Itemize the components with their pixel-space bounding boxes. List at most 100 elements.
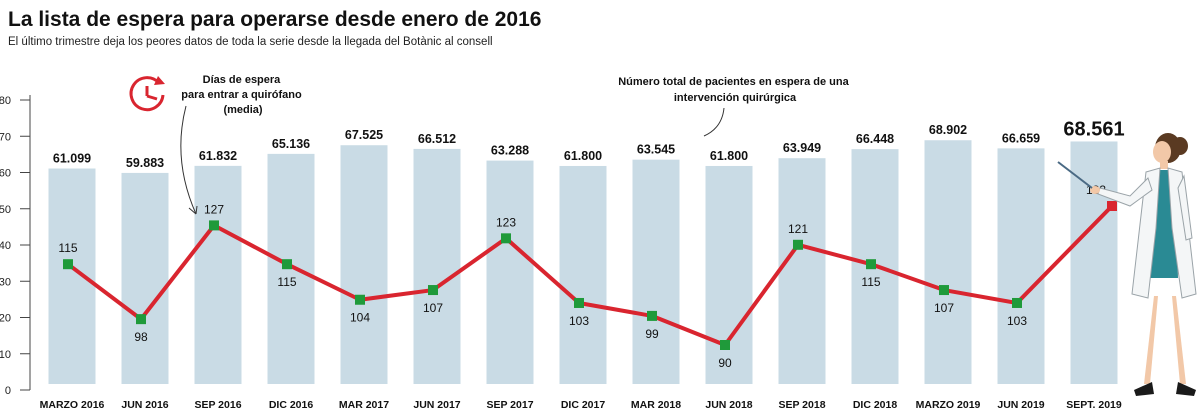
chart-title: La lista de espera para operarse desde e… [8,8,541,31]
x-tick-label: JUN 2017 [413,399,460,411]
days-point [501,233,511,244]
x-tick-label: SEP 2016 [194,399,241,411]
bar-value-label: 61.800 [710,149,748,163]
days-point-labels: 1159812711510410712310399901211151071031… [58,183,1106,370]
days-point [1012,297,1022,308]
days-point [282,259,292,270]
days-point-label: 103 [569,314,589,328]
days-points [63,201,1117,350]
x-tick-label: JUN 2016 [121,399,168,411]
days-point [793,239,803,250]
x-tick-label: DIC 2018 [853,399,898,411]
days-annotation-arrowhead [188,205,198,215]
bar-value-label: 66.659 [1002,131,1040,145]
days-point-label: 123 [496,215,516,229]
y-tick-label: 50 [0,204,11,216]
bar-value-label: 65.136 [272,137,310,151]
days-annotation-line-2: para entrar a quirófano [181,89,302,101]
total-annotation-line-2: intervención quirúrgica [674,92,797,104]
bar-value-label: 68.561 [1063,118,1124,140]
bar [632,159,680,384]
x-tick-label: MARZO 2019 [916,399,981,411]
days-point-label: 127 [204,202,224,216]
chart-subtitle: El último trimestre deja los peores dato… [8,36,493,48]
bar [121,172,169,384]
total-annotation-line-1: Número total de pacientes en espera de u… [618,76,849,88]
x-tick-label: DIC 2016 [269,399,314,411]
x-tick-label: DIC 2017 [561,399,606,411]
days-point [209,220,219,231]
clock-icon [129,76,165,112]
y-tick-label: 10 [0,349,11,361]
days-point-label: 98 [134,330,148,344]
y-tick-label: 30 [0,276,11,288]
x-tick-label: SEPT. 2019 [1066,399,1122,411]
x-tick-label: SEP 2017 [486,399,533,411]
days-point [428,285,438,296]
days-point-label: 99 [645,327,659,341]
days-point [866,259,876,270]
x-tick-label: SEP 2018 [778,399,825,411]
bar [486,160,534,384]
bar-value-label: 66.448 [856,132,894,146]
y-tick-label: 60 [0,168,11,180]
bar-value-label: 63.545 [637,143,675,157]
y-tick-label: 40 [0,240,11,252]
bar [340,145,388,384]
days-point [136,314,146,325]
days-annotation: Días de espera para entrar a quirófano (… [181,74,304,116]
x-tick-label: MAR 2018 [631,399,681,411]
bar [413,148,461,384]
bar-value-label: 66.512 [418,132,456,146]
days-point [574,297,584,308]
bar-value-label: 63.949 [783,141,821,155]
days-point [1107,201,1117,211]
x-axis-labels: MARZO 2016 JUN 2016 SEP 2016 DIC 2016 MAR 20… [40,399,1122,411]
x-tick-label: JUN 2018 [705,399,752,411]
bar-value-label: 68.902 [929,123,967,137]
y-axis: 0 10 20 30 40 50 60 70 80 [0,95,31,397]
days-point-label: 103 [1007,314,1027,328]
bar [1070,141,1118,384]
days-annotation-arrow [180,105,197,215]
x-tick-label: JUN 2019 [997,399,1044,411]
bar [705,165,753,384]
days-point [647,310,657,321]
days-point-label: 107 [934,301,954,315]
bar-value-label: 61.099 [53,152,91,166]
total-annotation-arrow [703,107,725,137]
bar-value-label: 63.288 [491,144,529,158]
days-annotation-line-3: (media) [223,104,262,116]
days-point [720,340,730,350]
bars [48,140,1118,384]
y-tick-label: 70 [0,131,11,143]
doctor-illustration [1057,133,1197,396]
bar [559,165,607,384]
days-point-label: 121 [788,222,808,236]
y-tick-label: 80 [0,95,11,107]
days-point-label: 107 [423,301,443,315]
days-point [355,294,365,305]
days-point [63,259,73,270]
bar [778,158,826,384]
days-point [939,285,949,296]
total-annotation: Número total de pacientes en espera de u… [618,76,852,104]
bar-value-label: 61.800 [564,149,602,163]
bar-labels: 61.099 59.883 61.832 65.136 67.525 66.512 63.2… [53,118,1125,169]
days-point-label: 104 [350,311,370,325]
x-tick-label: MAR 2017 [339,399,389,411]
days-point-label: 90 [718,356,732,370]
y-tick-label: 0 [5,385,11,397]
days-annotation-line-1: Días de espera [203,74,282,86]
bar [194,165,242,384]
x-tick-label: MARZO 2016 [40,399,105,411]
bar-value-label: 67.525 [345,128,383,142]
days-point-label: 115 [861,275,880,289]
bar [48,168,96,384]
bar-value-label: 61.832 [199,149,237,163]
bar-value-label: 59.883 [126,156,164,170]
bar [924,140,972,384]
bar [997,148,1045,384]
days-point-label: 115 [58,241,77,255]
